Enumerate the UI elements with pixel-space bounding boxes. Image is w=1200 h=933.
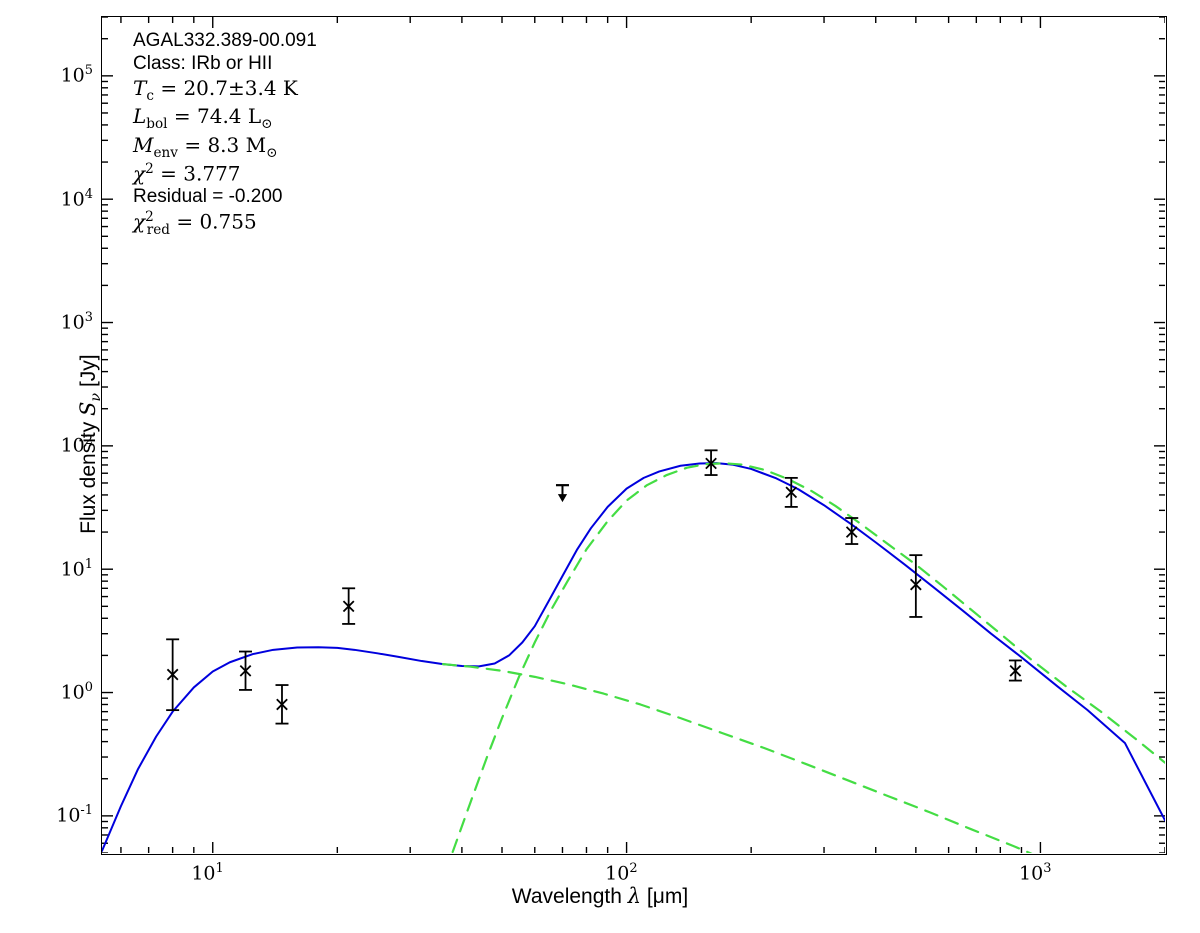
plot-frame <box>101 16 1167 855</box>
y-axis-label-symbol-sub: ν <box>88 392 105 402</box>
data-point <box>909 554 923 618</box>
chi2-red-superscript: 2 <box>145 209 154 226</box>
x-tick-label: 101 <box>191 860 224 884</box>
x-axis-label-symbol: λ <box>627 884 642 908</box>
y-tick-label: 10-1 <box>56 803 93 827</box>
data-point <box>845 517 859 545</box>
mass-unit-subscript: ⊙ <box>266 144 278 161</box>
data-point <box>704 449 718 476</box>
data-point <box>1008 659 1022 682</box>
data-point <box>784 476 798 508</box>
residual-label: Residual <box>133 186 207 208</box>
luminosity-unit: L <box>247 104 262 129</box>
cold-component-curve <box>451 462 1165 853</box>
total-fit-curve <box>102 462 1165 852</box>
chi2-red-symbol: χ <box>133 209 146 234</box>
residual-eq: = <box>212 186 224 208</box>
residual-value: -0.200 <box>228 186 283 208</box>
x-axis-label-text: Wavelength <box>511 885 622 908</box>
temperature-subscript: c <box>146 87 154 104</box>
y-tick-label: 104 <box>60 186 93 211</box>
source-name-text: AGAL332.389-00.091 <box>133 30 317 51</box>
temperature-symbol: T <box>133 75 147 100</box>
class-text: Class: IRb or HII <box>133 52 273 74</box>
mass-subscript: env <box>153 144 178 161</box>
chi2-symbol: χ <box>133 161 146 186</box>
chi2-text: χ2 = 3.777 <box>133 161 563 186</box>
temperature-text: Tc = 20.7±3.4 K <box>133 76 563 104</box>
chi2-superscript: 2 <box>145 161 154 178</box>
axis-ticks <box>102 17 1165 853</box>
x-tick-label: 103 <box>1019 860 1052 884</box>
y-tick-label: 102 <box>60 433 93 457</box>
chi2-value: 3.777 <box>183 161 241 186</box>
mass-eq: = <box>184 132 202 157</box>
y-axis-label-unit: [Jy] <box>76 354 100 388</box>
chi2-red-text: χ2red = 0.755 <box>133 209 563 238</box>
luminosity-symbol: L <box>133 104 147 129</box>
residual-text: Residual = -0.200 <box>133 186 563 209</box>
mass-unit: M <box>245 132 267 157</box>
chi2-eq: = <box>160 161 177 186</box>
y-tick-label: 103 <box>60 310 93 334</box>
temperature-pm: ± <box>227 75 245 100</box>
luminosity-text: Lbol = 74.4 L⊙ <box>133 104 563 132</box>
y-axis-label: Flux density Sν [Jy] <box>76 24 104 864</box>
data-point <box>166 638 180 712</box>
temperature-unit: K <box>282 75 298 100</box>
temperature-error: 3.4 <box>244 75 277 100</box>
temperature-value: 20.7 <box>183 75 228 100</box>
upper-limit-marker <box>555 484 569 503</box>
chi2-red-eq: = <box>176 209 194 234</box>
x-axis-label-unit: [μm] <box>646 885 689 908</box>
luminosity-eq: = <box>173 104 191 129</box>
annotation-block: AGAL332.389-00.091 Class: IRb or HII Tc … <box>133 30 563 238</box>
data-point <box>275 684 289 725</box>
y-axis-label-text: Flux density <box>76 421 100 534</box>
mass-text: Menv = 8.3 M⊙ <box>133 133 563 161</box>
y-tick-label: 101 <box>60 556 93 581</box>
mass-value: 8.3 <box>207 132 240 157</box>
mass-symbol: M <box>133 132 154 157</box>
x-tick-label: 102 <box>605 860 638 884</box>
temperature-eq: = <box>160 75 178 100</box>
luminosity-unit-subscript: ⊙ <box>261 116 273 133</box>
warm-component-curve <box>441 663 1033 853</box>
chi2-red-subscript: red <box>146 221 170 238</box>
data-points <box>166 449 1022 725</box>
x-axis-label: Wavelength λ [μm] <box>0 884 1200 909</box>
y-axis-label-symbol: S <box>75 401 100 416</box>
y-tick-label: 100 <box>60 680 93 704</box>
plot-canvas <box>102 17 1165 853</box>
data-point <box>342 587 356 625</box>
luminosity-subscript: bol <box>146 116 168 133</box>
luminosity-value: 74.4 <box>197 104 242 129</box>
fit-curves <box>102 462 1165 853</box>
y-tick-label: 105 <box>60 63 93 87</box>
chi2-red-value: 0.755 <box>199 209 257 234</box>
data-point <box>239 650 253 691</box>
